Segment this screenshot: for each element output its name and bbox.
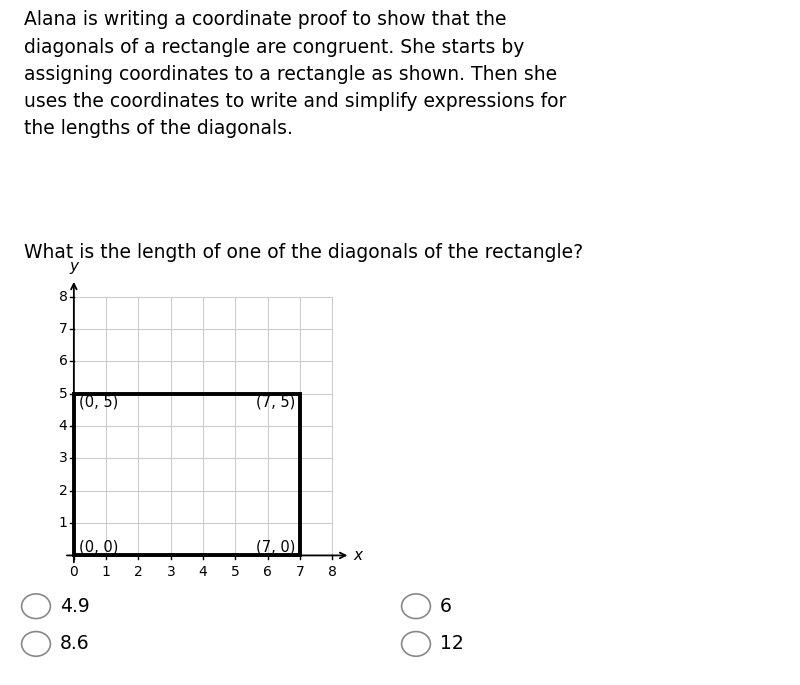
Text: 5: 5 xyxy=(58,387,67,401)
Text: (7, 0): (7, 0) xyxy=(256,540,295,555)
Text: 0: 0 xyxy=(70,565,78,579)
Text: 8.6: 8.6 xyxy=(60,634,90,653)
Text: y: y xyxy=(70,259,78,274)
Text: 6: 6 xyxy=(263,565,272,579)
Text: 3: 3 xyxy=(166,565,175,579)
Text: 3: 3 xyxy=(58,451,67,465)
Text: 7: 7 xyxy=(58,322,67,336)
Text: 1: 1 xyxy=(102,565,110,579)
Text: 6: 6 xyxy=(440,597,452,616)
Text: (7, 5): (7, 5) xyxy=(256,395,295,410)
Text: 6: 6 xyxy=(58,354,67,369)
Text: 8: 8 xyxy=(328,565,337,579)
Text: 7: 7 xyxy=(296,565,305,579)
Text: 8: 8 xyxy=(58,290,67,304)
Text: 12: 12 xyxy=(440,634,464,653)
Text: 4: 4 xyxy=(58,419,67,433)
Text: 5: 5 xyxy=(231,565,240,579)
Text: Alana is writing a coordinate proof to show that the
diagonals of a rectangle ar: Alana is writing a coordinate proof to s… xyxy=(24,10,566,138)
Text: 2: 2 xyxy=(58,484,67,498)
Text: 2: 2 xyxy=(134,565,143,579)
Text: (0, 5): (0, 5) xyxy=(78,395,118,410)
Text: x: x xyxy=(354,548,362,563)
Text: 1: 1 xyxy=(58,516,67,530)
Bar xyxy=(74,394,300,556)
Text: What is the length of one of the diagonals of the rectangle?: What is the length of one of the diagona… xyxy=(24,243,583,262)
Text: (0, 0): (0, 0) xyxy=(78,540,118,555)
Text: 4: 4 xyxy=(198,565,207,579)
Text: 4.9: 4.9 xyxy=(60,597,90,616)
